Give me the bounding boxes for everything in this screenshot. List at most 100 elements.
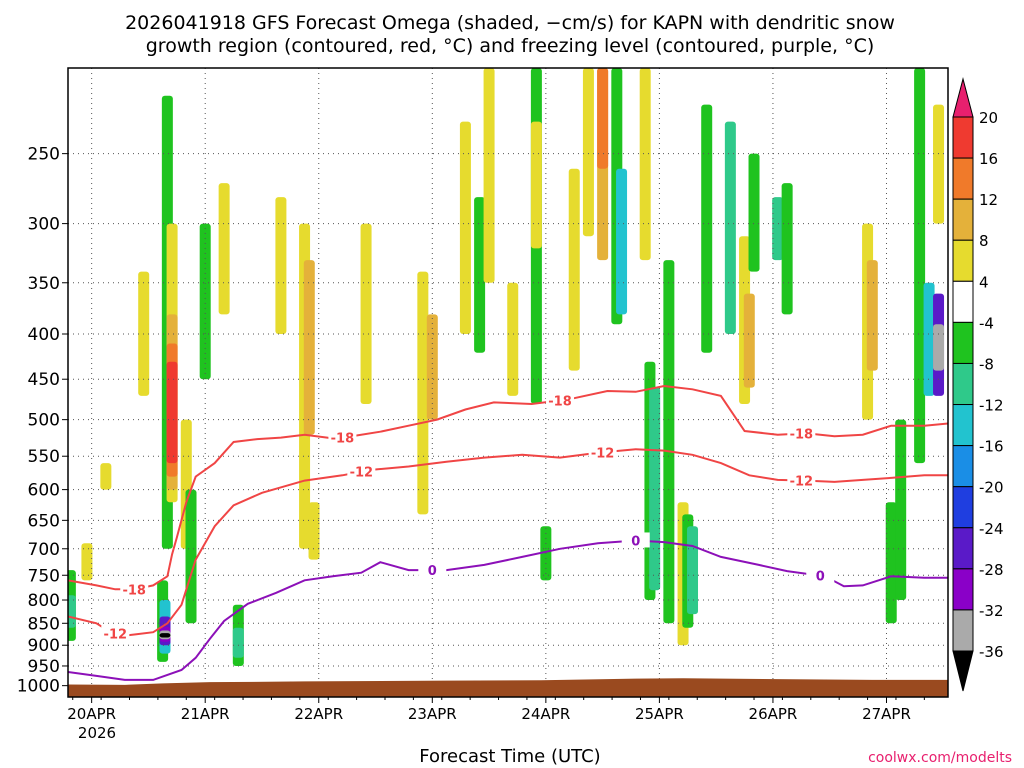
x-tick-label: 24APR xyxy=(521,705,570,723)
omega-shaded-cell xyxy=(639,68,651,261)
omega-shaded-cell xyxy=(81,543,93,581)
isotherm-minus18-line xyxy=(68,384,948,591)
isotherm-minus12-label: -12 xyxy=(790,474,814,489)
omega-shaded-cell xyxy=(866,260,878,371)
y-axis: 2503003504004505005506006507007508008509… xyxy=(17,145,68,697)
colorbar-label: 8 xyxy=(979,232,989,250)
colorbar-label: -20 xyxy=(979,479,1004,497)
colorbar-swatch xyxy=(952,157,974,200)
omega-shaded-cell xyxy=(68,595,76,628)
colorbar-label: 20 xyxy=(979,109,998,127)
colorbar-label: -12 xyxy=(979,397,1004,415)
omega-shaded-cell xyxy=(616,168,628,315)
chart-title-line-2: growth region (contoured, red, °C) and f… xyxy=(146,35,875,57)
omega-shaded-cell xyxy=(933,104,945,224)
omega-shaded-cell xyxy=(474,197,486,353)
y-tick-label: 350 xyxy=(28,274,60,294)
omega-shaded-cell xyxy=(426,314,438,420)
omega-shaded-cell xyxy=(275,197,287,335)
y-tick-label: 400 xyxy=(28,325,60,345)
omega-shaded-cell xyxy=(303,260,315,435)
omega-shaded-cell xyxy=(100,463,112,490)
omega-shaded-cell xyxy=(360,223,372,404)
isotherm-minus12-label: -12 xyxy=(104,627,128,642)
chart-title-line-1: 2026041918 GFS Forecast Omega (shaded, −… xyxy=(125,12,895,34)
omega-shaded-cell xyxy=(724,121,736,335)
y-tick-label: 1000 xyxy=(17,677,60,697)
y-tick-label: 550 xyxy=(28,447,60,467)
x-tick-label: 21APR xyxy=(181,705,230,723)
x-tick-label: 20APR xyxy=(67,705,116,723)
colorbar-swatch xyxy=(952,116,974,159)
isotherm-0-label: 0 xyxy=(816,570,825,585)
colorbar-label: -24 xyxy=(979,520,1004,538)
isotherm-minus18-label: -18 xyxy=(122,583,146,598)
x-tick-label: 26APR xyxy=(749,705,798,723)
y-tick-label: 950 xyxy=(28,657,60,677)
y-tick-label: 600 xyxy=(28,481,60,501)
colorbar-label: -8 xyxy=(979,355,994,373)
y-tick-label: 650 xyxy=(28,511,60,531)
omega-shaded-cell xyxy=(185,489,197,624)
omega-shaded-cell xyxy=(781,183,793,315)
isotherm-minus12-label: -12 xyxy=(350,466,374,481)
colorbar-label: 4 xyxy=(979,273,989,291)
y-tick-label: 750 xyxy=(28,566,60,586)
contour-label-bg xyxy=(101,625,130,641)
x-axis: 20APR 21APR 22APR 23APR 24APR 25APR 26APR 27APR xyxy=(67,697,925,723)
omega-shaded-cell xyxy=(687,526,699,615)
omega-shaded-cell xyxy=(308,502,320,560)
colorbar-label: -28 xyxy=(979,561,1004,579)
omega-shaded-cell xyxy=(772,197,784,261)
terrain-surface xyxy=(68,678,948,697)
colorbar-swatch xyxy=(952,280,974,323)
colorbar-label: -36 xyxy=(979,643,1004,661)
omega-shaded-cell xyxy=(885,502,897,624)
omega-shaded-cell xyxy=(914,68,926,464)
colorbar-swatch xyxy=(952,527,974,570)
colorbar-bottom-arrow xyxy=(952,650,974,692)
x-tick-label: 25APR xyxy=(635,705,684,723)
x-axis-label: Forecast Time (UTC) xyxy=(419,746,600,767)
omega-shaded-cell xyxy=(649,387,661,591)
omega-shaded-cell xyxy=(923,282,935,396)
omega-shaded-cell xyxy=(232,627,244,658)
contour-label-bg xyxy=(328,429,357,445)
y-tick-label: 300 xyxy=(28,215,60,235)
omega-shaded-cell xyxy=(701,104,713,353)
omega-shaded-cell xyxy=(582,68,594,237)
isotherm-0-line xyxy=(68,539,948,681)
contour-label-bg xyxy=(787,472,816,488)
y-tick-label: 800 xyxy=(28,591,60,611)
contour-label-bg xyxy=(588,444,617,460)
omega-shaded-cell xyxy=(748,153,760,272)
plot-content: -18 -18 -18 -18 -12 -12 -12 -12 0 0 0 xyxy=(68,68,948,697)
x-tick-label: 27APR xyxy=(862,705,911,723)
contour-label-bg xyxy=(546,392,575,408)
isotherm-minus18-label: -18 xyxy=(790,427,814,442)
y-tick-label: 500 xyxy=(28,411,60,431)
isotherm-minus18-label: -18 xyxy=(331,431,355,446)
omega-shaded-cell xyxy=(218,183,230,315)
colorbar-swatch xyxy=(952,568,974,611)
colorbar-top-arrow xyxy=(952,77,974,118)
isotherm-minus12-line xyxy=(68,448,948,637)
omega-shaded-cell xyxy=(483,68,495,283)
omega-shaded-cell xyxy=(159,633,171,638)
isotherm-0-label: 0 xyxy=(631,534,640,549)
contour-label-bg xyxy=(418,562,447,578)
y-tick-label: 450 xyxy=(28,370,60,390)
omega-shaded-cell xyxy=(507,282,519,396)
y-tick-label: 700 xyxy=(28,540,60,560)
omega-shaded-cell xyxy=(459,121,471,335)
y-tick-label: 900 xyxy=(28,636,60,656)
plot-area: -18 -18 -18 -18 -12 -12 -12 -12 0 0 0 xyxy=(67,67,949,698)
omega-shaded-cell xyxy=(663,260,675,624)
omega-shaded-cell xyxy=(568,168,580,371)
omega-shaded-cell xyxy=(597,68,609,169)
omega-shaded-cell xyxy=(417,271,429,515)
colorbar-swatch xyxy=(952,486,974,529)
colorbar-swatch xyxy=(952,362,974,406)
contour-label-bg xyxy=(120,581,149,597)
